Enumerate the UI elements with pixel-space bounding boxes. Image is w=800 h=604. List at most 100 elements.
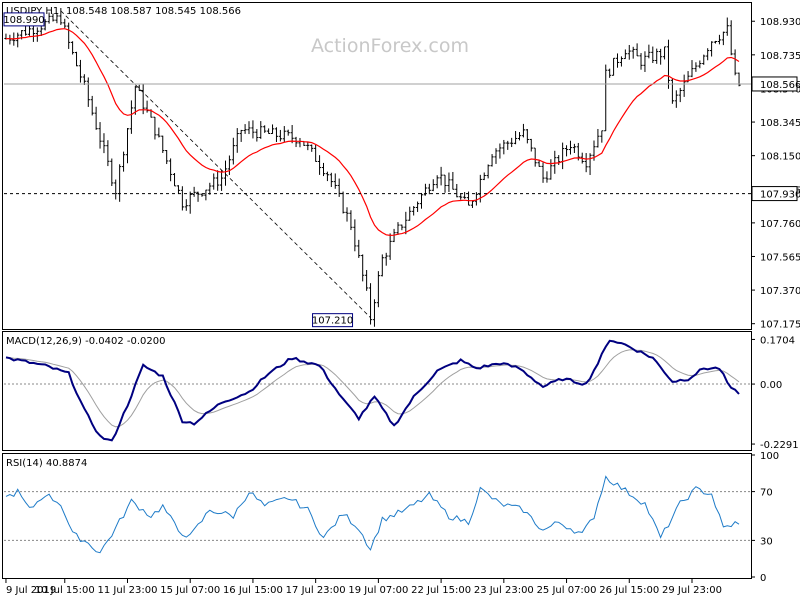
- ohlc-bar: [635, 43, 639, 57]
- ohlc-bar: [165, 150, 169, 165]
- price-label-text: 107.210: [312, 316, 353, 327]
- ohlc-bar: [176, 185, 181, 194]
- ohlc-bar: [639, 53, 643, 70]
- ohlc-bar: [627, 44, 631, 60]
- ohlc-bar: [549, 159, 553, 180]
- ohlc-bar: [129, 100, 134, 134]
- ohlc-bar: [706, 48, 710, 61]
- price-panel-frame: [2, 2, 752, 330]
- ohlc-bar: [133, 86, 137, 115]
- ohlc-bar: [270, 124, 275, 134]
- ohlc-bar: [106, 140, 110, 167]
- ohlc-bar: [121, 151, 126, 172]
- ohlc-bar: [82, 74, 86, 86]
- ohlc-bar: [43, 19, 47, 31]
- ohlc-bar: [349, 210, 353, 231]
- ohlc-bar: [388, 233, 392, 260]
- ohlc-bar: [306, 141, 310, 151]
- ohlc-bar: [490, 154, 494, 167]
- price-tick-label: 108.150: [760, 152, 800, 163]
- ohlc-bar: [267, 128, 271, 134]
- ohlc-bar: [27, 24, 32, 36]
- ohlc-bar: [157, 127, 161, 138]
- ohlc-bar: [619, 56, 624, 67]
- low-price-label: 107.210: [312, 313, 353, 328]
- macd-panel-title: MACD(12,26,9) -0.0402 -0.0200: [6, 336, 166, 347]
- last-price-label: 108.566: [751, 76, 800, 92]
- ohlc-bar: [345, 207, 349, 222]
- ohlc-bar: [376, 271, 380, 308]
- ohlc-bar: [655, 48, 659, 64]
- ohlc-bar: [588, 153, 592, 175]
- ohlc-bar: [259, 121, 263, 139]
- ohlc-bar: [615, 53, 620, 68]
- ohlc-bar: [353, 219, 357, 252]
- price-panel-title: USDJPY,H1: [6, 6, 59, 17]
- ohlc-bar: [368, 283, 373, 325]
- ohlc-bar: [231, 137, 235, 165]
- ohlc-bar: [412, 206, 416, 216]
- axis-box-frame: [751, 76, 798, 92]
- ohlc-bar: [709, 41, 714, 57]
- ohlc-bar: [235, 128, 239, 153]
- ohlc-bar: [153, 116, 157, 140]
- ohlc-bar: [204, 189, 208, 201]
- moving-average-line: [5, 28, 740, 237]
- ohlc-bar: [161, 135, 165, 153]
- ohlc-bar: [408, 206, 412, 221]
- macd-tick-label: -0.2291: [760, 440, 799, 451]
- ohlc-bar: [361, 254, 365, 282]
- macd-layer: [4, 339, 751, 442]
- macd-line: [5, 339, 740, 442]
- ohlc-bar: [290, 125, 294, 144]
- ohlc-bar: [243, 124, 247, 134]
- x-tick-label: 16 Jul 15:00: [223, 585, 283, 596]
- ohlc-bar: [180, 186, 184, 211]
- price-layer: 108.990 107.210: [3, 7, 751, 328]
- axis-layer: 108.930108.735108.540108.345108.150107.9…: [5, 17, 800, 596]
- price-label-text: 108.990: [3, 15, 44, 26]
- x-tick-label: 17 Jul 23:00: [286, 585, 346, 596]
- rsi-tick-label: 0: [760, 573, 766, 584]
- price-tick-label: 108.345: [760, 118, 800, 129]
- ohlc-bar: [662, 46, 667, 60]
- ohlc-bar: [263, 125, 267, 133]
- ohlc-bar: [145, 100, 149, 113]
- x-tick-label: 25 Jul 07:00: [537, 585, 597, 596]
- ohlc-bar: [216, 170, 220, 191]
- ohlc-bar: [533, 147, 537, 167]
- ohlc-bar: [329, 172, 333, 188]
- high-price-label: 108.990: [3, 12, 45, 27]
- ohlc-bar: [725, 17, 729, 36]
- ohlc-bar: [506, 140, 510, 150]
- ohlc-bar: [114, 179, 118, 200]
- x-tick-label: 23 Jul 23:00: [474, 585, 534, 596]
- ohlc-bar: [651, 46, 655, 64]
- ohlc-bar: [439, 166, 443, 186]
- ohlc-bar: [98, 122, 102, 149]
- ohlc-bar: [372, 299, 377, 327]
- ohlc-bar: [427, 183, 431, 195]
- ohlc-bar: [23, 24, 28, 36]
- ohlc-bar: [239, 129, 243, 142]
- x-tick-label: 9 Jul 2019: [6, 585, 56, 596]
- ohlc-bar: [86, 77, 90, 107]
- price-tick-label: 108.735: [760, 51, 800, 62]
- ohlc-bar: [545, 171, 549, 183]
- ohlc-bar: [600, 130, 604, 143]
- ohlc-bar: [94, 106, 98, 130]
- ohlc-bar: [39, 25, 43, 36]
- ohlc-bar: [541, 162, 545, 183]
- rsi-line: [5, 475, 740, 554]
- x-tick-label: 15 Jul 07:00: [160, 585, 220, 596]
- ohlc-bar: [459, 193, 463, 200]
- ohlc-bar: [396, 222, 400, 235]
- ohlc-bar: [498, 143, 502, 159]
- ohlc-bar: [223, 160, 228, 186]
- ohlc-bar: [474, 192, 478, 206]
- ohlc-bar: [643, 51, 647, 72]
- x-tick-label: 19 Jul 07:00: [348, 585, 408, 596]
- price-label-box: [3, 12, 45, 27]
